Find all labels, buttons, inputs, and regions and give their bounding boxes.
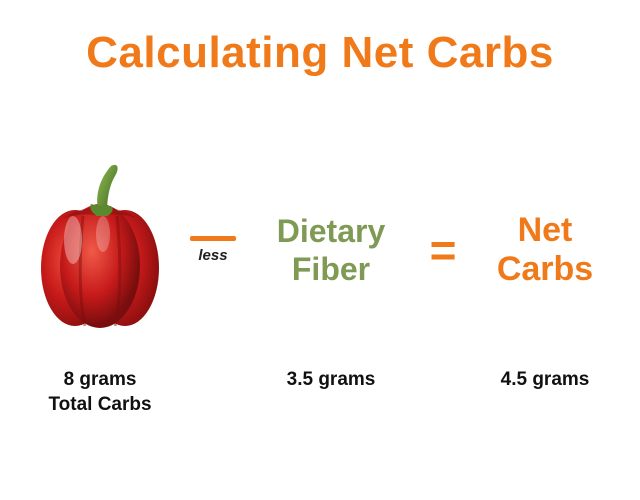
net-text: Net Carbs	[497, 211, 593, 289]
pepper-icon	[25, 160, 175, 340]
net-carbs-value: 4.5 grams	[470, 368, 620, 393]
net-unit: grams	[527, 369, 589, 390]
fiber-text: Dietary Fiber	[277, 212, 386, 289]
equation-row: less Dietary Fiber = Net Carbs	[20, 150, 620, 350]
equals-glyph: =	[430, 227, 457, 273]
less-label: less	[198, 247, 227, 264]
net-carbs-label: Net Carbs	[470, 211, 620, 289]
total-line1: 8 grams	[64, 369, 137, 390]
pepper-illustration	[20, 160, 180, 340]
minus-line	[190, 236, 236, 241]
equals-operator: =	[419, 227, 467, 273]
minus-operator: less	[183, 236, 243, 264]
dietary-fiber-label: Dietary Fiber	[246, 212, 416, 289]
net-line1: Net	[518, 211, 573, 249]
total-line2: Total Carbs	[48, 394, 151, 415]
fiber-line2: Fiber	[292, 251, 370, 287]
page-title: Calculating Net Carbs	[0, 28, 640, 78]
fiber-line1: Dietary	[277, 213, 386, 249]
total-carbs-value: 8 grams Total Carbs	[20, 368, 180, 417]
fiber-value: 3.5 grams	[246, 368, 416, 393]
net-line2: Carbs	[497, 250, 593, 288]
net-num: 4.5	[501, 369, 527, 390]
values-row: 8 grams Total Carbs 3.5 grams 4.5 grams	[20, 368, 620, 417]
